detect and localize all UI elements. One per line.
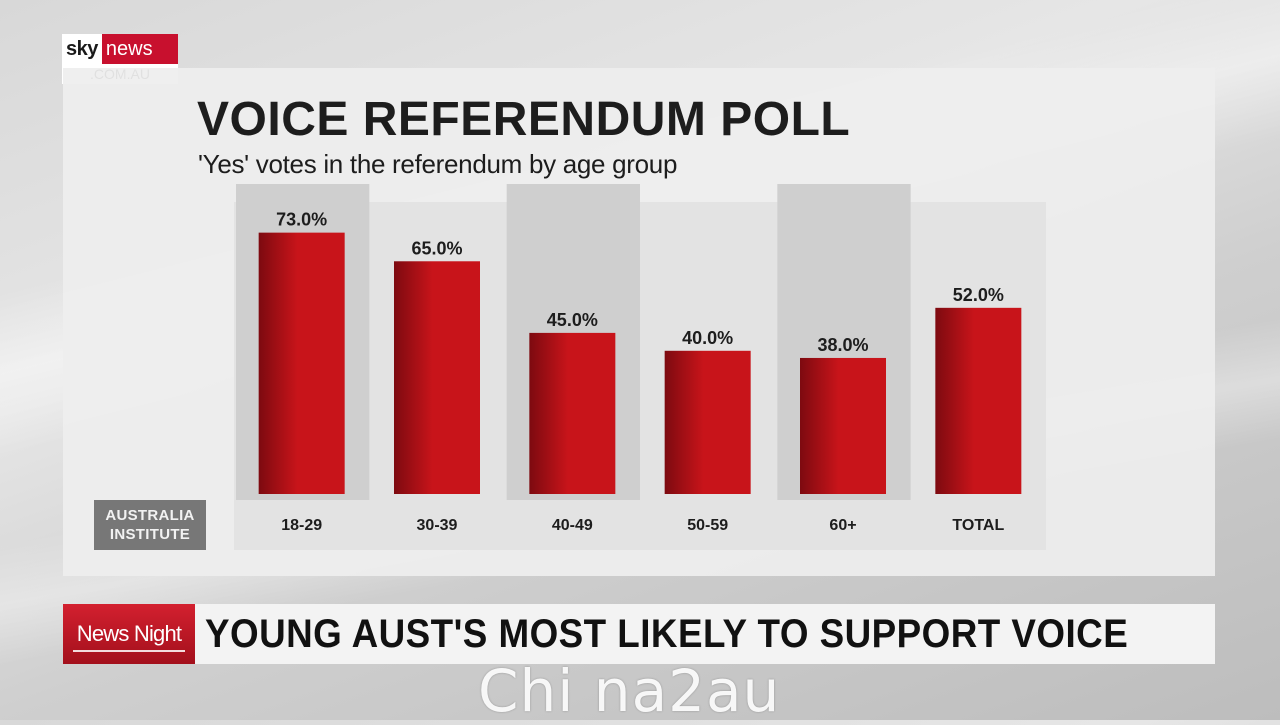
value-label: 45.0% — [547, 310, 598, 330]
bar-chart: 73.0% 18-29 65.0% 30-39 45.0% 40-49 40.0% 50-59… — [234, 184, 1046, 550]
show-logo-underline — [73, 650, 185, 652]
show-name: News Night — [76, 621, 182, 646]
logo-news-text: news — [101, 34, 178, 64]
value-label: 52.0% — [953, 285, 1004, 305]
watermark-text: Chi na2au — [478, 657, 781, 725]
bar-50-59 — [664, 350, 751, 494]
value-label: 38.0% — [817, 335, 868, 355]
source-label: AUSTRALIA INSTITUTE — [94, 500, 206, 550]
logo-sky-text: sky — [62, 34, 102, 64]
bar-chart-svg: 73.0% 18-29 65.0% 30-39 45.0% 40-49 40.0% 50-59… — [234, 184, 1046, 550]
category-label: 30-39 — [417, 517, 458, 534]
value-label: 65.0% — [411, 238, 462, 258]
category-label: 40-49 — [552, 517, 593, 534]
chart-subtitle: 'Yes' votes in the referendum by age gro… — [198, 149, 678, 179]
value-label: 73.0% — [276, 210, 327, 230]
headline-text: YOUNG AUST'S MOST LIKELY TO SUPPORT VOIC… — [205, 611, 1129, 656]
bar-18-29 — [258, 232, 345, 494]
value-label: 40.0% — [682, 328, 733, 348]
bar-40-49 — [529, 332, 616, 494]
chart-title: VOICE REFERENDUM POLL — [197, 93, 851, 146]
category-label: 18-29 — [281, 517, 322, 534]
news-night-logo: News Night — [63, 604, 195, 664]
category-label: TOTAL — [952, 517, 1004, 534]
bar-30-39 — [394, 261, 480, 494]
bar-60+ — [800, 357, 886, 494]
bar-total — [935, 307, 1022, 494]
lower-third-banner: News Night YOUNG AUST'S MOST LIKELY TO S… — [63, 604, 1215, 664]
category-label: 50-59 — [687, 517, 728, 534]
category-label: 60+ — [829, 517, 856, 534]
